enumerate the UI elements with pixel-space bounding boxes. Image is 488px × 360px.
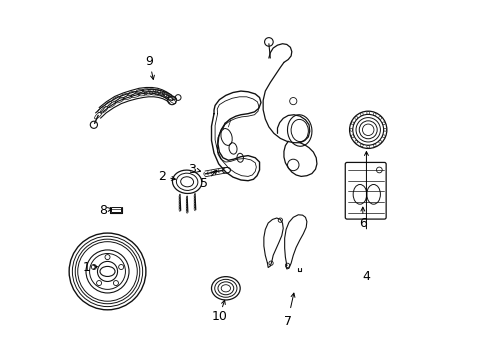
Text: 3: 3 <box>188 163 196 176</box>
Text: 8: 8 <box>99 204 107 217</box>
Text: 5: 5 <box>200 177 208 190</box>
Text: 7: 7 <box>283 315 291 328</box>
FancyBboxPatch shape <box>345 162 386 219</box>
Text: 2: 2 <box>158 170 165 183</box>
Text: 1: 1 <box>82 261 90 274</box>
Text: 4: 4 <box>362 270 369 283</box>
Text: 9: 9 <box>145 55 153 68</box>
Text: 6: 6 <box>358 216 366 230</box>
Text: 10: 10 <box>211 310 227 323</box>
